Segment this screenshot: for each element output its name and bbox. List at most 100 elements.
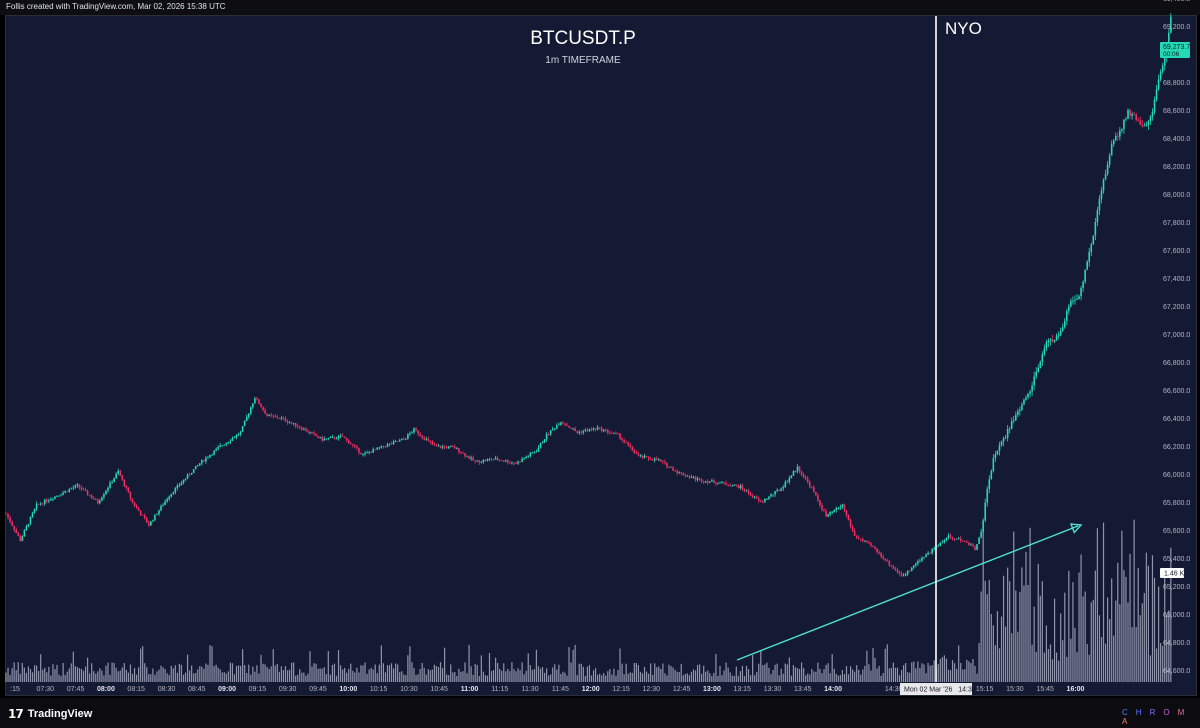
volume-bar [1011, 633, 1013, 682]
volume-bar [886, 644, 888, 682]
candle-body [256, 398, 258, 400]
volume-bar [966, 659, 968, 682]
volume-bar [1129, 553, 1131, 682]
candle-body [280, 417, 283, 419]
chart-panel[interactable] [5, 15, 1197, 696]
volume-bar [756, 671, 758, 682]
volume-bar [556, 669, 558, 682]
time-tick-label: 12:45 [673, 686, 691, 693]
volume-bar [717, 675, 719, 682]
volume-bar [968, 661, 970, 682]
volume-bar [172, 668, 174, 682]
volume-bar [397, 664, 399, 682]
candle-body [288, 422, 291, 424]
time-tick-label: 08:00 [97, 686, 115, 693]
candle-body [721, 481, 723, 483]
volume-bar [58, 674, 60, 682]
candle-body [223, 444, 226, 446]
candle-body [1137, 119, 1139, 121]
volume-bar [474, 664, 476, 682]
volume-bar [915, 668, 917, 682]
candle-body [704, 480, 707, 482]
candle-body [311, 431, 313, 433]
volume-bar [235, 666, 238, 682]
candle-body [931, 548, 933, 554]
price-tick-label: 66,000.0 [1163, 472, 1190, 479]
volume-bar [539, 668, 542, 682]
candle-body [1104, 174, 1107, 180]
candle-body [37, 503, 40, 505]
candle-body [762, 501, 764, 503]
volume-bar [458, 668, 460, 682]
volume-bar [699, 664, 701, 682]
candle-body [976, 544, 978, 550]
candle-body [1155, 89, 1158, 100]
volume-bar [905, 662, 907, 682]
candle-body [419, 433, 421, 436]
volume-bar [135, 674, 138, 682]
candle-body [576, 430, 578, 433]
volume-bar [548, 675, 550, 682]
volume-bar [476, 665, 478, 682]
candle-body [152, 520, 154, 522]
volume-bar [564, 672, 566, 682]
volume-bar [601, 675, 603, 682]
candle-body [988, 479, 991, 490]
candle-body [749, 493, 752, 496]
volume-bar [317, 668, 319, 682]
candle-body [443, 446, 446, 448]
tradingview-logo[interactable]: 𝟭𝟳 TradingView [8, 707, 92, 721]
candle-body [582, 431, 585, 433]
volume-bar [696, 664, 699, 682]
volume-bar [862, 669, 864, 682]
candle-body [604, 429, 607, 431]
volume-bar [907, 672, 909, 682]
candle-body [1076, 298, 1078, 300]
volume-bar [817, 662, 819, 682]
volume-bar [762, 665, 764, 682]
candle-body [662, 461, 664, 462]
volume-bar [309, 651, 311, 682]
footer-bar [0, 698, 1200, 728]
candle-body [50, 499, 52, 501]
candle-body [739, 485, 742, 488]
volume-bar [121, 667, 123, 682]
volume-bar [270, 666, 272, 682]
candle-body [1112, 140, 1115, 145]
price-tick-label: 65,600.0 [1163, 528, 1190, 535]
candle-body [702, 481, 705, 483]
volume-bar [254, 671, 256, 682]
volume-bar [1133, 519, 1135, 682]
candle-body [766, 498, 768, 500]
volume-bar [703, 665, 705, 682]
candle-body [429, 440, 432, 443]
candle-body [870, 543, 872, 546]
candle-body [1168, 32, 1170, 47]
volume-bar [1056, 652, 1058, 682]
candle-body [1035, 371, 1037, 377]
price-axis[interactable]: 69,400.069,200.069,000.068,800.068,600.0… [1163, 0, 1190, 675]
candle-body [598, 427, 601, 429]
volume-bar [280, 666, 282, 682]
volume-bar [884, 648, 886, 682]
candle-body [341, 435, 344, 437]
volume-bar [727, 667, 729, 682]
time-axis[interactable]: :15 07:30 07:45 08:00 08:15 08:30 08:45 09:00 09… [10, 686, 1084, 693]
candle-body [845, 510, 848, 516]
candle-body [360, 452, 362, 455]
volume-bar [1066, 656, 1068, 682]
volume-bar [1090, 602, 1092, 682]
candle-body [902, 575, 905, 577]
volume-bar [1078, 572, 1080, 682]
last-price-timer: 00:06 [1163, 51, 1180, 58]
trendline[interactable] [736, 525, 1079, 661]
price-tick-label: 66,800.0 [1163, 360, 1190, 367]
candle-body [717, 483, 719, 484]
candle-body [653, 458, 656, 461]
candle-body [619, 433, 621, 439]
candle-body [356, 446, 358, 448]
volume-bar [150, 674, 152, 682]
volume-bar [550, 674, 552, 682]
volume-bar [1086, 643, 1088, 682]
